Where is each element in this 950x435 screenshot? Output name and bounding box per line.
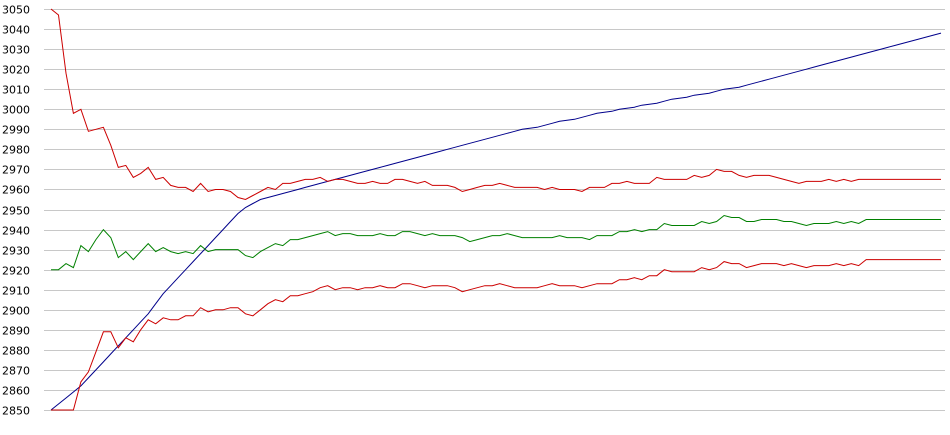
y-tick-label: 2880 [2,345,30,358]
series-line-2 [50,8,941,201]
y-tick-label: 2900 [2,305,30,318]
series-line-3 [51,214,941,271]
y-tick-label: 3020 [2,64,30,77]
y-tick-label: 2920 [2,265,30,278]
y-tick-label: 2970 [2,164,30,177]
series-line-4 [51,259,941,411]
series-line-1 [50,32,942,411]
y-tick-label: 2930 [2,245,30,258]
y-tick-label: 2990 [2,124,30,137]
y-tick-label: 2870 [2,365,30,378]
gridlines [44,9,945,411]
y-tick-label: 3040 [2,24,30,37]
series-lines [50,8,942,411]
y-tick-label: 2860 [2,385,30,398]
y-tick-label: 3000 [2,104,30,117]
y-tick-label: 3050 [2,4,30,17]
y-tick-label: 2890 [2,325,30,338]
y-tick-label: 3010 [2,84,30,97]
y-axis-tick-labels: 3050 3040 3030 3020 3010 3000 2990 2980 2970 2960… [2,4,30,418]
y-tick-label: 2950 [2,205,30,218]
y-tick-label: 2960 [2,184,30,197]
y-tick-label: 2940 [2,225,30,238]
y-tick-label: 2910 [2,285,30,298]
y-tick-label: 2850 [2,405,30,418]
y-tick-label: 2980 [2,144,30,157]
y-tick-label: 3030 [2,44,30,57]
